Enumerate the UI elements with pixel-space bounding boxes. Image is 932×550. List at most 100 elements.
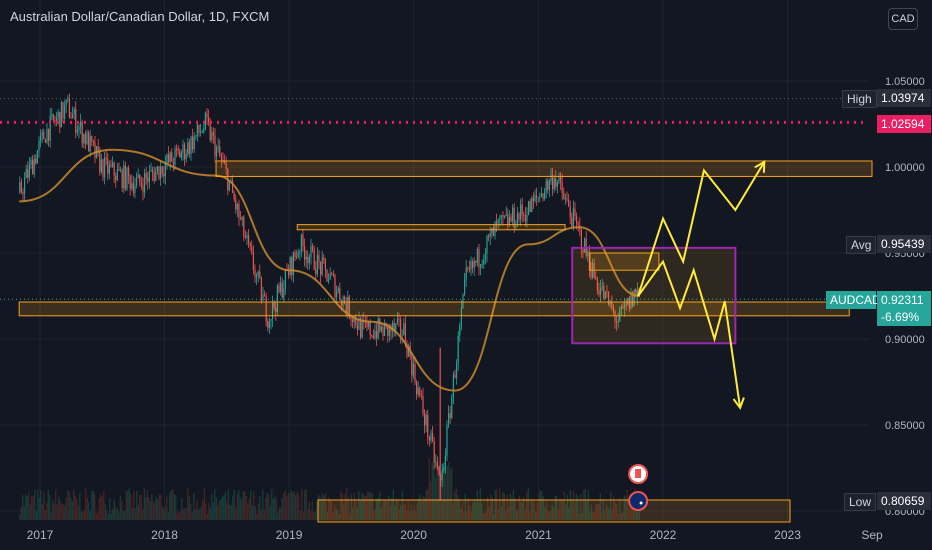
volume-bar <box>113 499 115 520</box>
volume-bar <box>622 511 624 520</box>
candle-body <box>89 136 91 152</box>
candle-body <box>103 157 106 178</box>
projection-arrows <box>637 160 766 410</box>
volume-bar <box>62 504 64 520</box>
candle-body <box>278 285 280 292</box>
candle-body <box>92 140 94 143</box>
candle-body <box>353 316 355 322</box>
volume-bar <box>487 496 489 520</box>
price-tick-label: 0.85000 <box>885 420 925 432</box>
volume-bar <box>557 509 559 520</box>
candle-body <box>636 289 638 297</box>
candle-body <box>388 325 390 336</box>
volume-bar <box>64 505 66 520</box>
candle-body <box>548 181 550 190</box>
projection-arrowhead <box>732 397 745 410</box>
volume-bar <box>136 490 138 520</box>
volume-bar <box>604 510 606 520</box>
candle-body <box>126 167 128 190</box>
candle-body <box>335 291 338 298</box>
volume-bar <box>80 511 82 520</box>
candle-body <box>547 180 549 190</box>
candle-body <box>211 132 213 141</box>
volume-bar <box>35 510 37 520</box>
volume-bar <box>413 506 415 520</box>
candle-body <box>275 307 277 313</box>
time-tick-label: 2023 <box>774 528 801 542</box>
candle-body <box>347 296 349 313</box>
volume-bar <box>250 490 252 520</box>
candle-body <box>454 374 456 378</box>
volume-bar <box>79 493 81 520</box>
volume-bar <box>335 508 337 520</box>
currency-button[interactable]: CAD <box>888 8 918 30</box>
candle-body <box>75 108 77 133</box>
symbol-label: AUDCAD <box>826 291 881 309</box>
volume-bar <box>323 495 325 520</box>
candle-body <box>273 301 275 308</box>
candle-body <box>46 128 48 143</box>
candle-body <box>295 256 298 258</box>
volume-bar <box>608 509 610 520</box>
candle-body <box>319 262 322 275</box>
candle-body <box>495 221 498 224</box>
candle-body <box>23 178 26 194</box>
candle-body <box>438 467 440 474</box>
volume-bar <box>296 491 298 520</box>
candle-body <box>361 320 363 338</box>
candle-body <box>231 180 234 193</box>
candle-body <box>140 182 142 186</box>
candle-body <box>399 319 402 336</box>
candle-body <box>443 467 445 471</box>
volume-bar <box>311 501 313 520</box>
candle-body <box>380 326 382 331</box>
candle-body <box>404 323 406 345</box>
candle-body <box>199 132 202 133</box>
candle-body <box>411 357 413 376</box>
volume-bar <box>223 495 225 520</box>
volume-bar <box>412 511 414 520</box>
volume-bar <box>121 501 123 520</box>
candle-body <box>635 289 637 297</box>
candle-body <box>615 321 618 323</box>
volume-bar <box>137 504 139 520</box>
volume-bar <box>509 493 511 520</box>
volume-bar <box>92 490 94 520</box>
volume-bar <box>443 468 445 520</box>
volume-bar <box>397 499 399 520</box>
candle-body <box>622 306 624 309</box>
volume-bar <box>616 503 618 520</box>
volume-bar <box>142 508 144 520</box>
volume-bar <box>505 511 507 520</box>
candle-body <box>161 166 163 174</box>
volume-bar <box>410 503 412 520</box>
candle-body <box>577 223 579 226</box>
candle-body <box>331 273 333 275</box>
candle-body <box>614 311 616 322</box>
candle-body <box>449 413 451 418</box>
volume-bar <box>98 497 100 520</box>
volume-bar <box>173 494 175 520</box>
volume-bar <box>590 504 592 520</box>
volume-bar <box>596 503 598 520</box>
volume-bar <box>200 506 202 520</box>
candle-body <box>435 461 437 463</box>
candle-body <box>145 173 147 178</box>
candle-body <box>102 159 104 178</box>
candle-body <box>241 216 243 220</box>
candle-body <box>590 270 592 279</box>
volume-bar <box>227 489 229 520</box>
volume-bar <box>271 489 273 520</box>
candle-body <box>500 215 502 218</box>
candle-body <box>299 251 301 253</box>
candle-body <box>334 275 336 298</box>
volume-bar <box>457 494 459 520</box>
volume-bar <box>52 499 54 520</box>
volume-bar <box>466 511 468 520</box>
candle-body <box>367 321 370 328</box>
volume-bar <box>400 505 402 520</box>
volume-bar <box>418 498 420 520</box>
volume-bar <box>31 495 33 520</box>
volume-bar <box>341 494 343 520</box>
